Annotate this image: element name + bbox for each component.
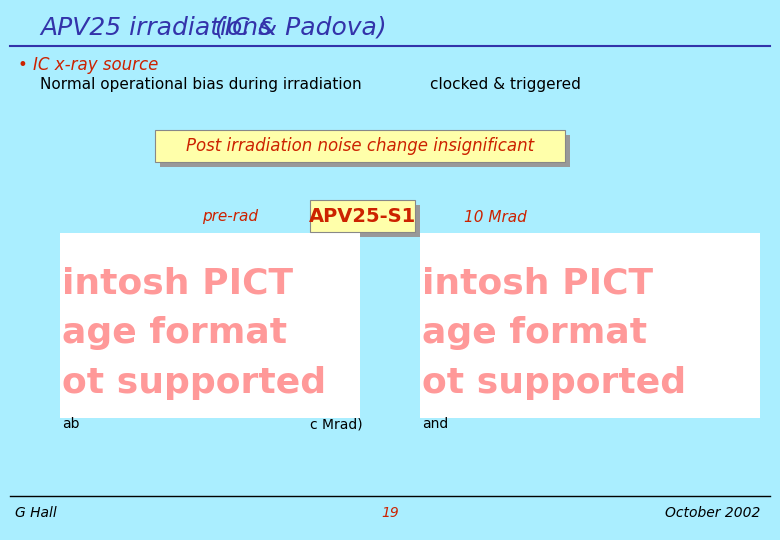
Text: 10 Mrad: 10 Mrad <box>463 210 526 225</box>
Text: age format: age format <box>422 316 647 350</box>
Text: (IC & Padova): (IC & Padova) <box>215 16 387 40</box>
FancyBboxPatch shape <box>315 205 420 237</box>
Text: ab: ab <box>62 417 80 431</box>
Text: age format: age format <box>62 316 287 350</box>
Text: ot supported: ot supported <box>62 366 326 400</box>
FancyBboxPatch shape <box>160 135 570 167</box>
Text: APV25 irradiations: APV25 irradiations <box>40 16 271 40</box>
Text: Normal operational bias during irradiation: Normal operational bias during irradiati… <box>40 78 362 92</box>
Text: G Hall: G Hall <box>15 506 57 520</box>
Text: and: and <box>422 417 448 431</box>
Text: 19: 19 <box>381 506 399 520</box>
Text: clocked & triggered: clocked & triggered <box>430 78 581 92</box>
FancyBboxPatch shape <box>155 130 565 162</box>
Text: intosh PICT: intosh PICT <box>62 266 293 300</box>
Text: APV25-S1: APV25-S1 <box>309 206 416 226</box>
FancyBboxPatch shape <box>310 200 415 232</box>
Text: c Mrad): c Mrad) <box>310 417 363 431</box>
FancyBboxPatch shape <box>60 233 360 418</box>
Text: Post irradiation noise change insignificant: Post irradiation noise change insignific… <box>186 137 534 155</box>
Text: October 2002: October 2002 <box>665 506 760 520</box>
Text: ot supported: ot supported <box>422 366 686 400</box>
Text: • IC x-ray source: • IC x-ray source <box>18 56 158 74</box>
FancyBboxPatch shape <box>420 233 760 418</box>
Text: intosh PICT: intosh PICT <box>422 266 653 300</box>
Text: pre-rad: pre-rad <box>202 210 258 225</box>
